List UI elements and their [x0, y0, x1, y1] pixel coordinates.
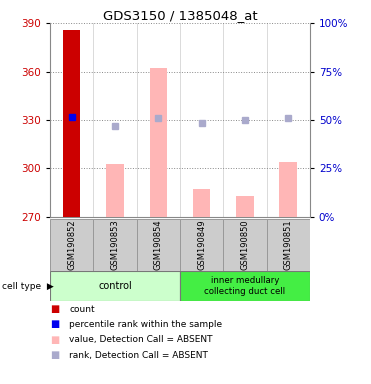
Text: ■: ■ [50, 350, 59, 360]
Text: GSM190849: GSM190849 [197, 220, 206, 270]
Text: GSM190850: GSM190850 [240, 220, 249, 270]
Text: count: count [69, 305, 95, 314]
Bar [63, 30, 81, 217]
Bar [150, 68, 167, 217]
Text: GSM190851: GSM190851 [284, 220, 293, 270]
Title: GDS3150 / 1385048_at: GDS3150 / 1385048_at [103, 9, 257, 22]
Bar [180, 271, 310, 301]
Text: GSM190854: GSM190854 [154, 220, 163, 270]
Bar [236, 196, 253, 217]
Bar [137, 219, 180, 271]
Bar [223, 219, 266, 271]
Text: GSM190852: GSM190852 [67, 220, 76, 270]
Text: rank, Detection Call = ABSENT: rank, Detection Call = ABSENT [69, 351, 208, 360]
Bar [93, 219, 137, 271]
Text: ■: ■ [50, 319, 59, 329]
Text: cell type  ▶: cell type ▶ [2, 282, 53, 291]
Bar [193, 189, 210, 217]
Bar [50, 219, 93, 271]
Text: inner medullary
collecting duct cell: inner medullary collecting duct cell [204, 276, 285, 296]
Text: value, Detection Call = ABSENT: value, Detection Call = ABSENT [69, 335, 213, 344]
Bar [266, 219, 310, 271]
Bar [106, 164, 124, 217]
Text: ■: ■ [50, 304, 59, 314]
Text: percentile rank within the sample: percentile rank within the sample [69, 320, 223, 329]
Bar [50, 271, 180, 301]
Bar [279, 162, 297, 217]
Text: GSM190853: GSM190853 [111, 219, 119, 270]
Text: control: control [98, 281, 132, 291]
Bar [180, 219, 223, 271]
Text: ■: ■ [50, 335, 59, 345]
